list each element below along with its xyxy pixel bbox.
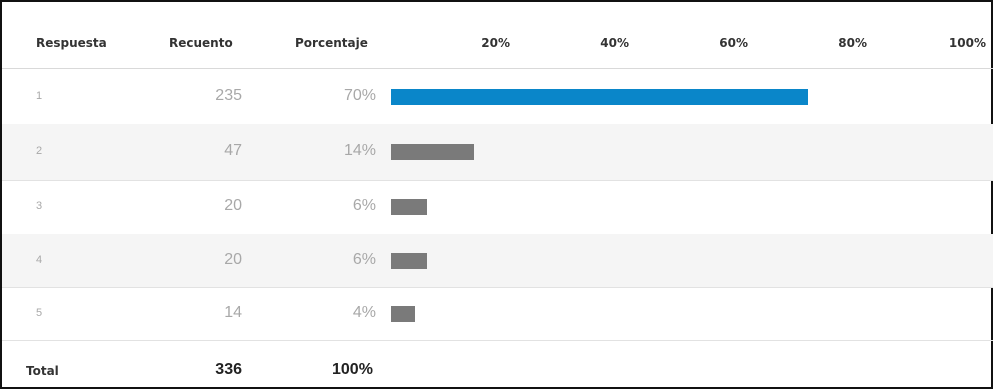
header-respuesta: Respuesta [36,36,107,50]
axis-tick-label: 60% [719,36,748,50]
bar [391,306,415,322]
axis-tick-label: 40% [600,36,629,50]
bar [391,199,427,215]
response-label: 2 [36,145,43,157]
total-percent: 100% [332,361,373,378]
table-row: 3 20 6% [2,180,993,235]
table-row: 1 235 70% [2,69,993,125]
axis-tick-label: 100% [948,36,986,50]
total-label: Total [26,364,59,378]
table-row: 2 47 14% [2,124,993,181]
response-label: 4 [36,254,43,266]
percent-value: 70% [343,87,376,104]
count-value: 47 [224,142,242,159]
table-row: 4 20 6% [2,234,993,288]
response-label: 5 [36,307,43,319]
percent-value: 14% [343,142,376,159]
header-recuento: Recuento [169,36,233,50]
header-row: Respuesta Recuento Porcentaje 20% 40% 60% 8… [2,2,993,69]
header-porcentaje: Porcentaje [295,36,368,50]
axis-tick-label: 20% [481,36,510,50]
bar [391,89,808,105]
response-label: 3 [36,200,43,212]
total-row: Total 336 100% [2,340,993,390]
count-value: 20 [224,251,242,268]
percent-value: 6% [352,251,376,268]
count-value: 235 [215,87,242,104]
bar [391,253,427,269]
percent-value: 4% [352,304,376,321]
total-count: 336 [215,361,242,378]
count-value: 20 [224,197,242,214]
percent-value: 6% [352,197,376,214]
axis-tick-label: 80% [838,36,867,50]
response-label: 1 [36,90,43,102]
bar [391,144,474,160]
table-row: 5 14 4% [2,287,993,341]
count-value: 14 [224,304,242,321]
